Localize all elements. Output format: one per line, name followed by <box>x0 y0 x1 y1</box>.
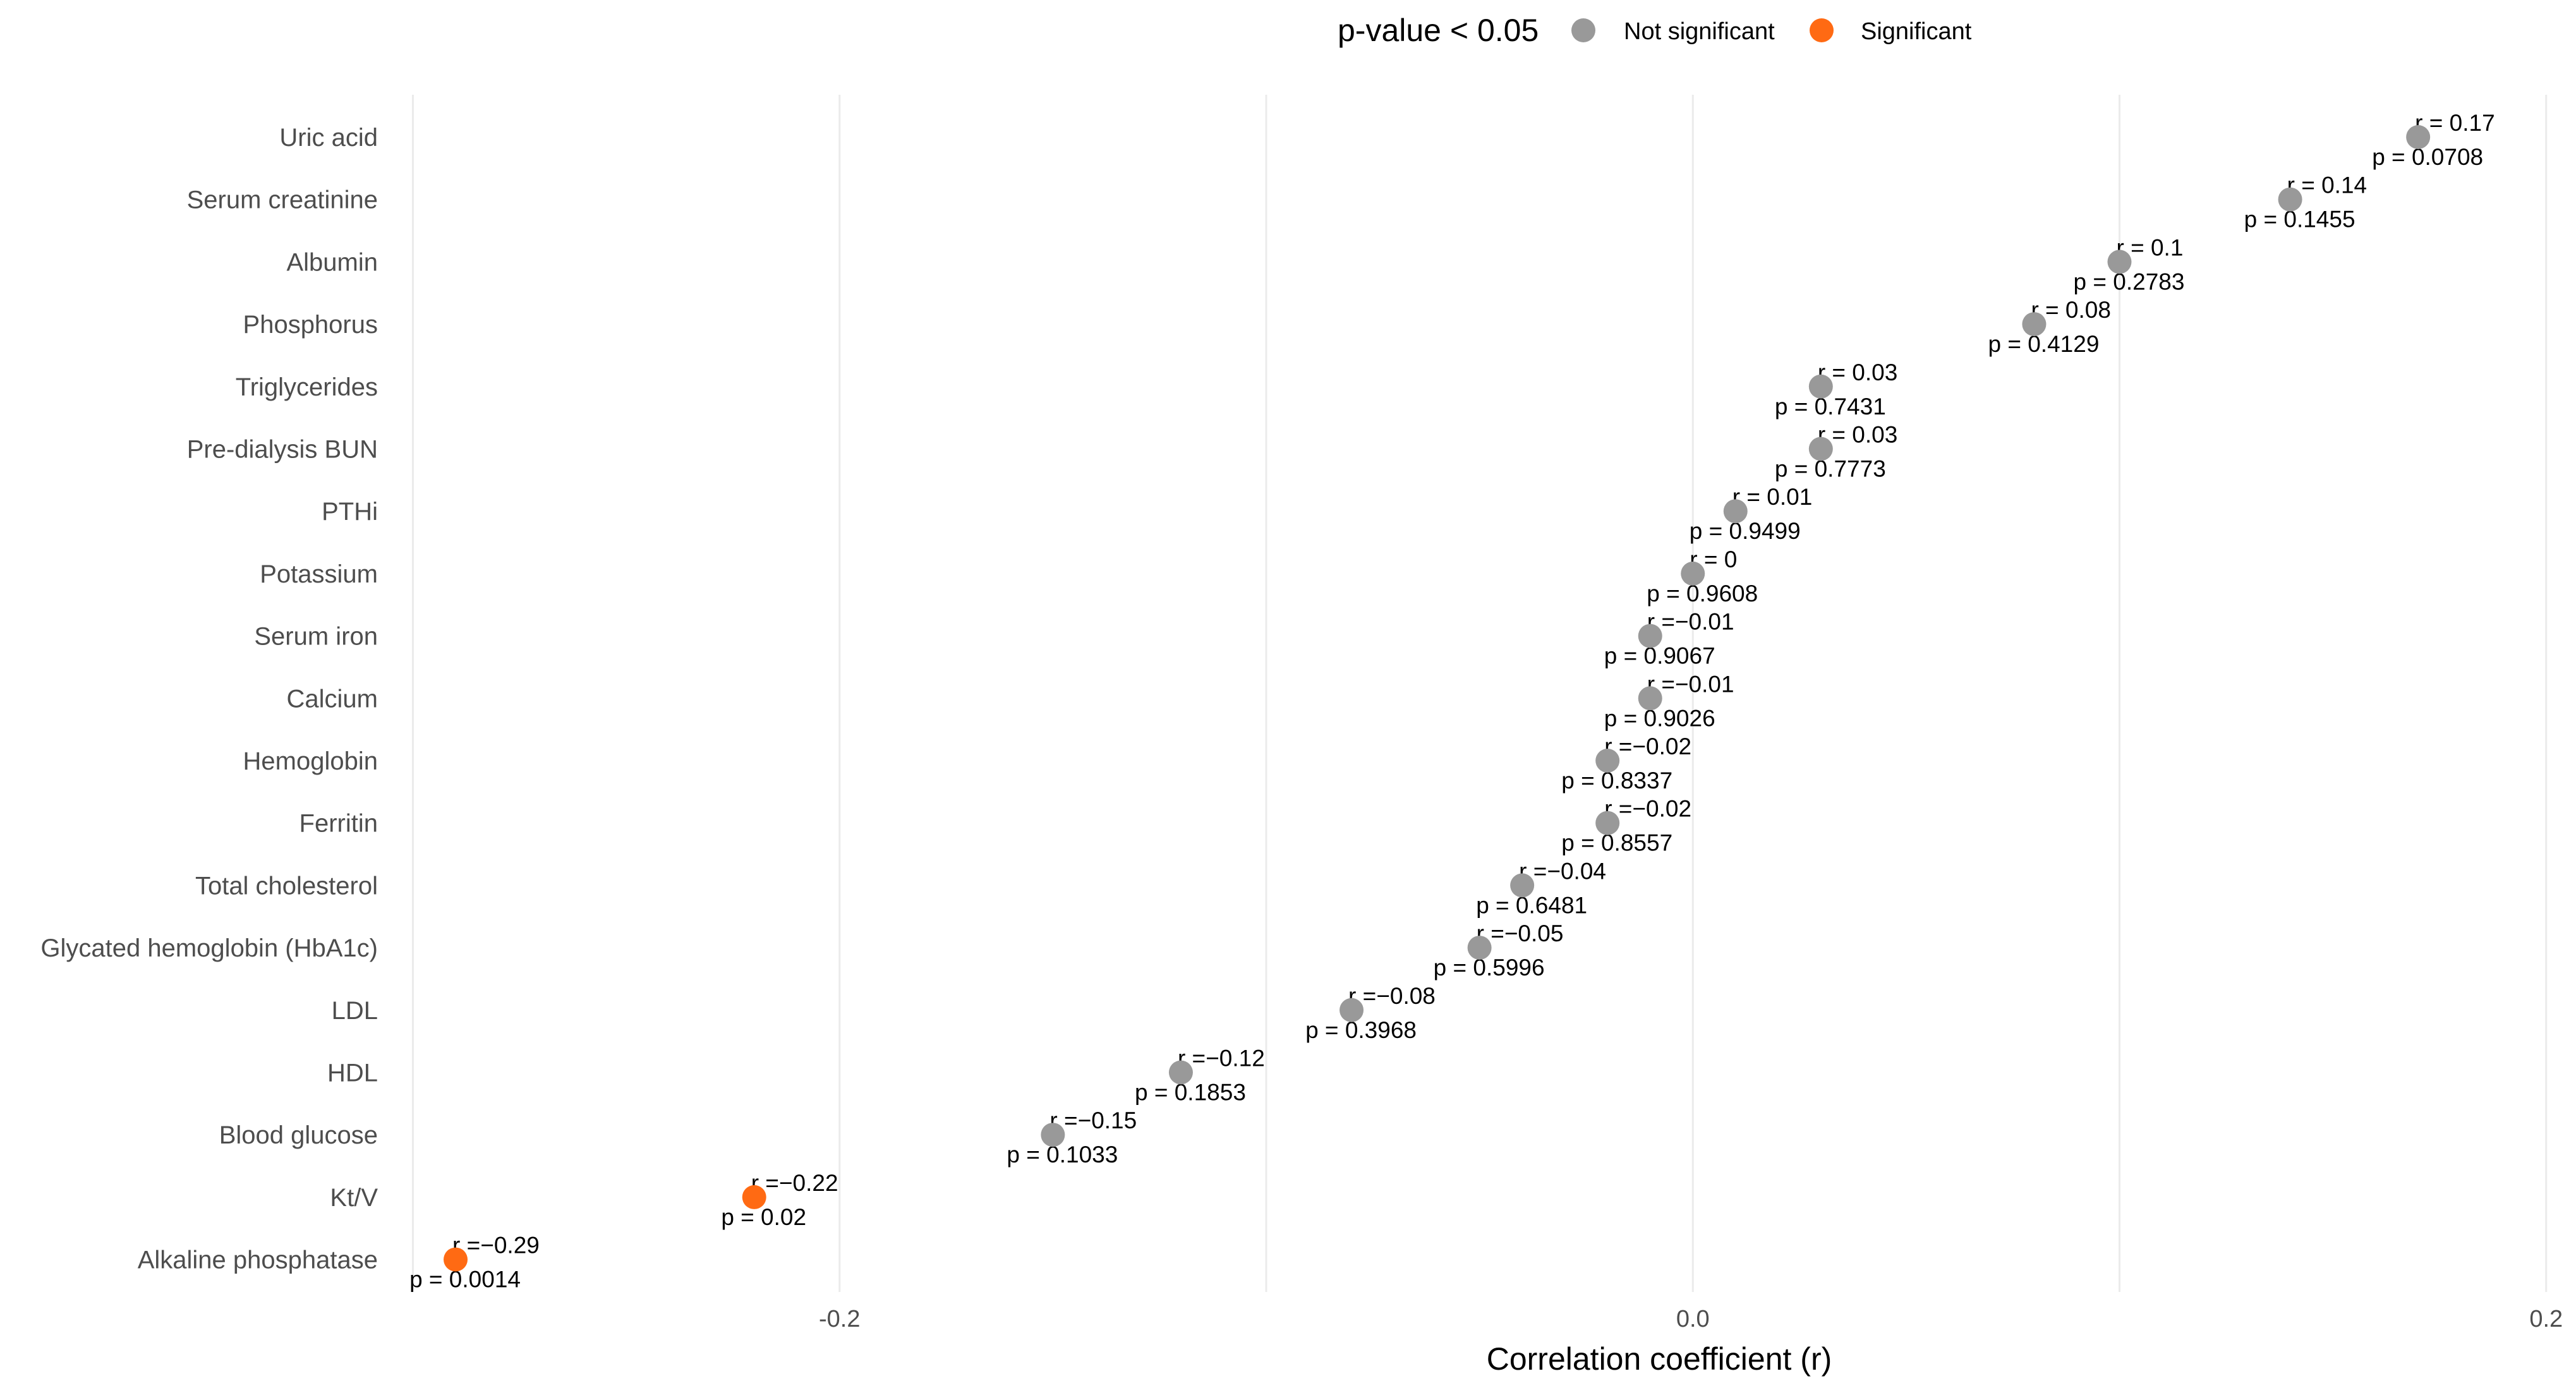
point-not-significant <box>1339 998 1364 1022</box>
legend-title: p-value < 0.05 <box>1338 13 1539 48</box>
point-not-significant <box>2107 250 2132 274</box>
r-value-label: r =−0.02 <box>1604 796 1691 822</box>
r-value-label: r =−0.22 <box>751 1170 838 1196</box>
p-value-label: p = 0.7773 <box>1775 456 1886 482</box>
point-not-significant <box>2406 125 2431 149</box>
point-not-significant <box>1723 499 1748 524</box>
p-value-label: p = 0.8557 <box>1561 830 1672 856</box>
p-value-label: p = 0.0014 <box>409 1267 521 1293</box>
category-label: Kt/V <box>330 1184 378 1212</box>
p-value-label: p = 0.6481 <box>1476 892 1587 918</box>
category-label: Hemoglobin <box>243 747 378 775</box>
legend-key-significant <box>1810 18 1834 42</box>
p-value-label: p = 0.9067 <box>1604 643 1715 669</box>
category-label: Uric acid <box>279 124 378 152</box>
point-not-significant <box>1041 1123 1065 1147</box>
point-not-significant <box>1808 374 1833 399</box>
category-label: Triglycerides <box>236 373 378 401</box>
r-value-label: r =−0.04 <box>1519 858 1606 884</box>
legend-label-not-significant: Not significant <box>1624 18 1775 45</box>
p-value-label: p = 0.7431 <box>1775 394 1886 419</box>
point-not-significant <box>2022 312 2047 337</box>
point-not-significant <box>1168 1060 1193 1085</box>
category-label: Potassium <box>260 560 378 588</box>
x-tick-label: 0.2 <box>2529 1306 2563 1332</box>
point-not-significant <box>1638 686 1662 711</box>
p-value-label: p = 0.4129 <box>1988 331 2099 357</box>
category-label: Blood glucose <box>219 1121 378 1149</box>
p-value-label: p = 0.1033 <box>1007 1142 1118 1168</box>
category-label: Alkaline phosphatase <box>138 1246 378 1274</box>
r-value-label: r =−0.08 <box>1348 983 1436 1009</box>
x-tick-label: 0.0 <box>1676 1306 1710 1332</box>
category-label: Ferritin <box>299 810 378 838</box>
p-value-label: p = 0.3968 <box>1305 1017 1417 1043</box>
r-value-label: r =−0.01 <box>1647 671 1734 697</box>
point-not-significant <box>1510 873 1535 898</box>
r-value-label: r =−0.12 <box>1178 1046 1265 1071</box>
legend-key-not-significant <box>1571 18 1595 42</box>
category-label: Phosphorus <box>243 311 378 339</box>
grid-layer <box>412 95 2548 1292</box>
data-points <box>444 125 2431 1272</box>
category-axis: Uric acid Serum creatinine Albumin Phosphor… <box>40 124 378 1274</box>
category-label: PTHi <box>322 498 378 526</box>
x-axis: -0.2 0.0 0.2 <box>819 1306 2563 1332</box>
x-axis-title: Correlation coefficient (r) <box>1487 1341 1832 1377</box>
p-value-label: p = 0.02 <box>721 1204 806 1230</box>
category-label: Total cholesterol <box>195 872 378 900</box>
point-not-significant <box>1638 624 1662 648</box>
p-value-label: p = 0.2783 <box>2074 269 2185 294</box>
point-not-significant <box>1595 811 1620 835</box>
point-significant <box>742 1185 766 1209</box>
r-value-label: r =−0.02 <box>1604 733 1691 759</box>
p-value-label: p = 0.1853 <box>1135 1080 1246 1106</box>
category-label: Serum creatinine <box>187 186 378 214</box>
p-value-label: p = 0.0708 <box>2372 144 2483 170</box>
category-label: Pre-dialysis BUN <box>187 436 378 464</box>
p-value-label: p = 0.9499 <box>1690 518 1801 544</box>
point-not-significant <box>1595 749 1620 773</box>
p-value-label: p = 0.1455 <box>2244 207 2355 232</box>
x-tick-label: -0.2 <box>819 1306 860 1332</box>
r-value-label: r =−0.15 <box>1049 1107 1137 1133</box>
category-label: Albumin <box>286 248 378 276</box>
point-not-significant <box>1681 561 1705 586</box>
r-value-label: r =−0.05 <box>1477 920 1564 946</box>
r-value-label: r =−0.29 <box>452 1233 540 1258</box>
p-value-label: p = 0.8337 <box>1561 768 1672 794</box>
legend: p-value < 0.05 Not significant Significa… <box>1338 13 1972 48</box>
category-label: Glycated hemoglobin (HbA1c) <box>40 934 378 962</box>
point-significant <box>444 1247 468 1272</box>
category-label: Serum iron <box>254 623 378 651</box>
category-label: Calcium <box>287 685 378 713</box>
p-value-label: p = 0.5996 <box>1434 955 1545 981</box>
category-label: LDL <box>332 997 378 1025</box>
r-value-label: r =−0.01 <box>1647 609 1734 635</box>
category-label: HDL <box>327 1059 378 1087</box>
legend-label-significant: Significant <box>1861 18 1972 45</box>
point-not-significant <box>1467 936 1492 960</box>
point-not-significant <box>1808 437 1833 461</box>
p-value-label: p = 0.9026 <box>1604 705 1715 731</box>
point-not-significant <box>2278 187 2302 212</box>
p-value-label: p = 0.9608 <box>1647 581 1758 606</box>
